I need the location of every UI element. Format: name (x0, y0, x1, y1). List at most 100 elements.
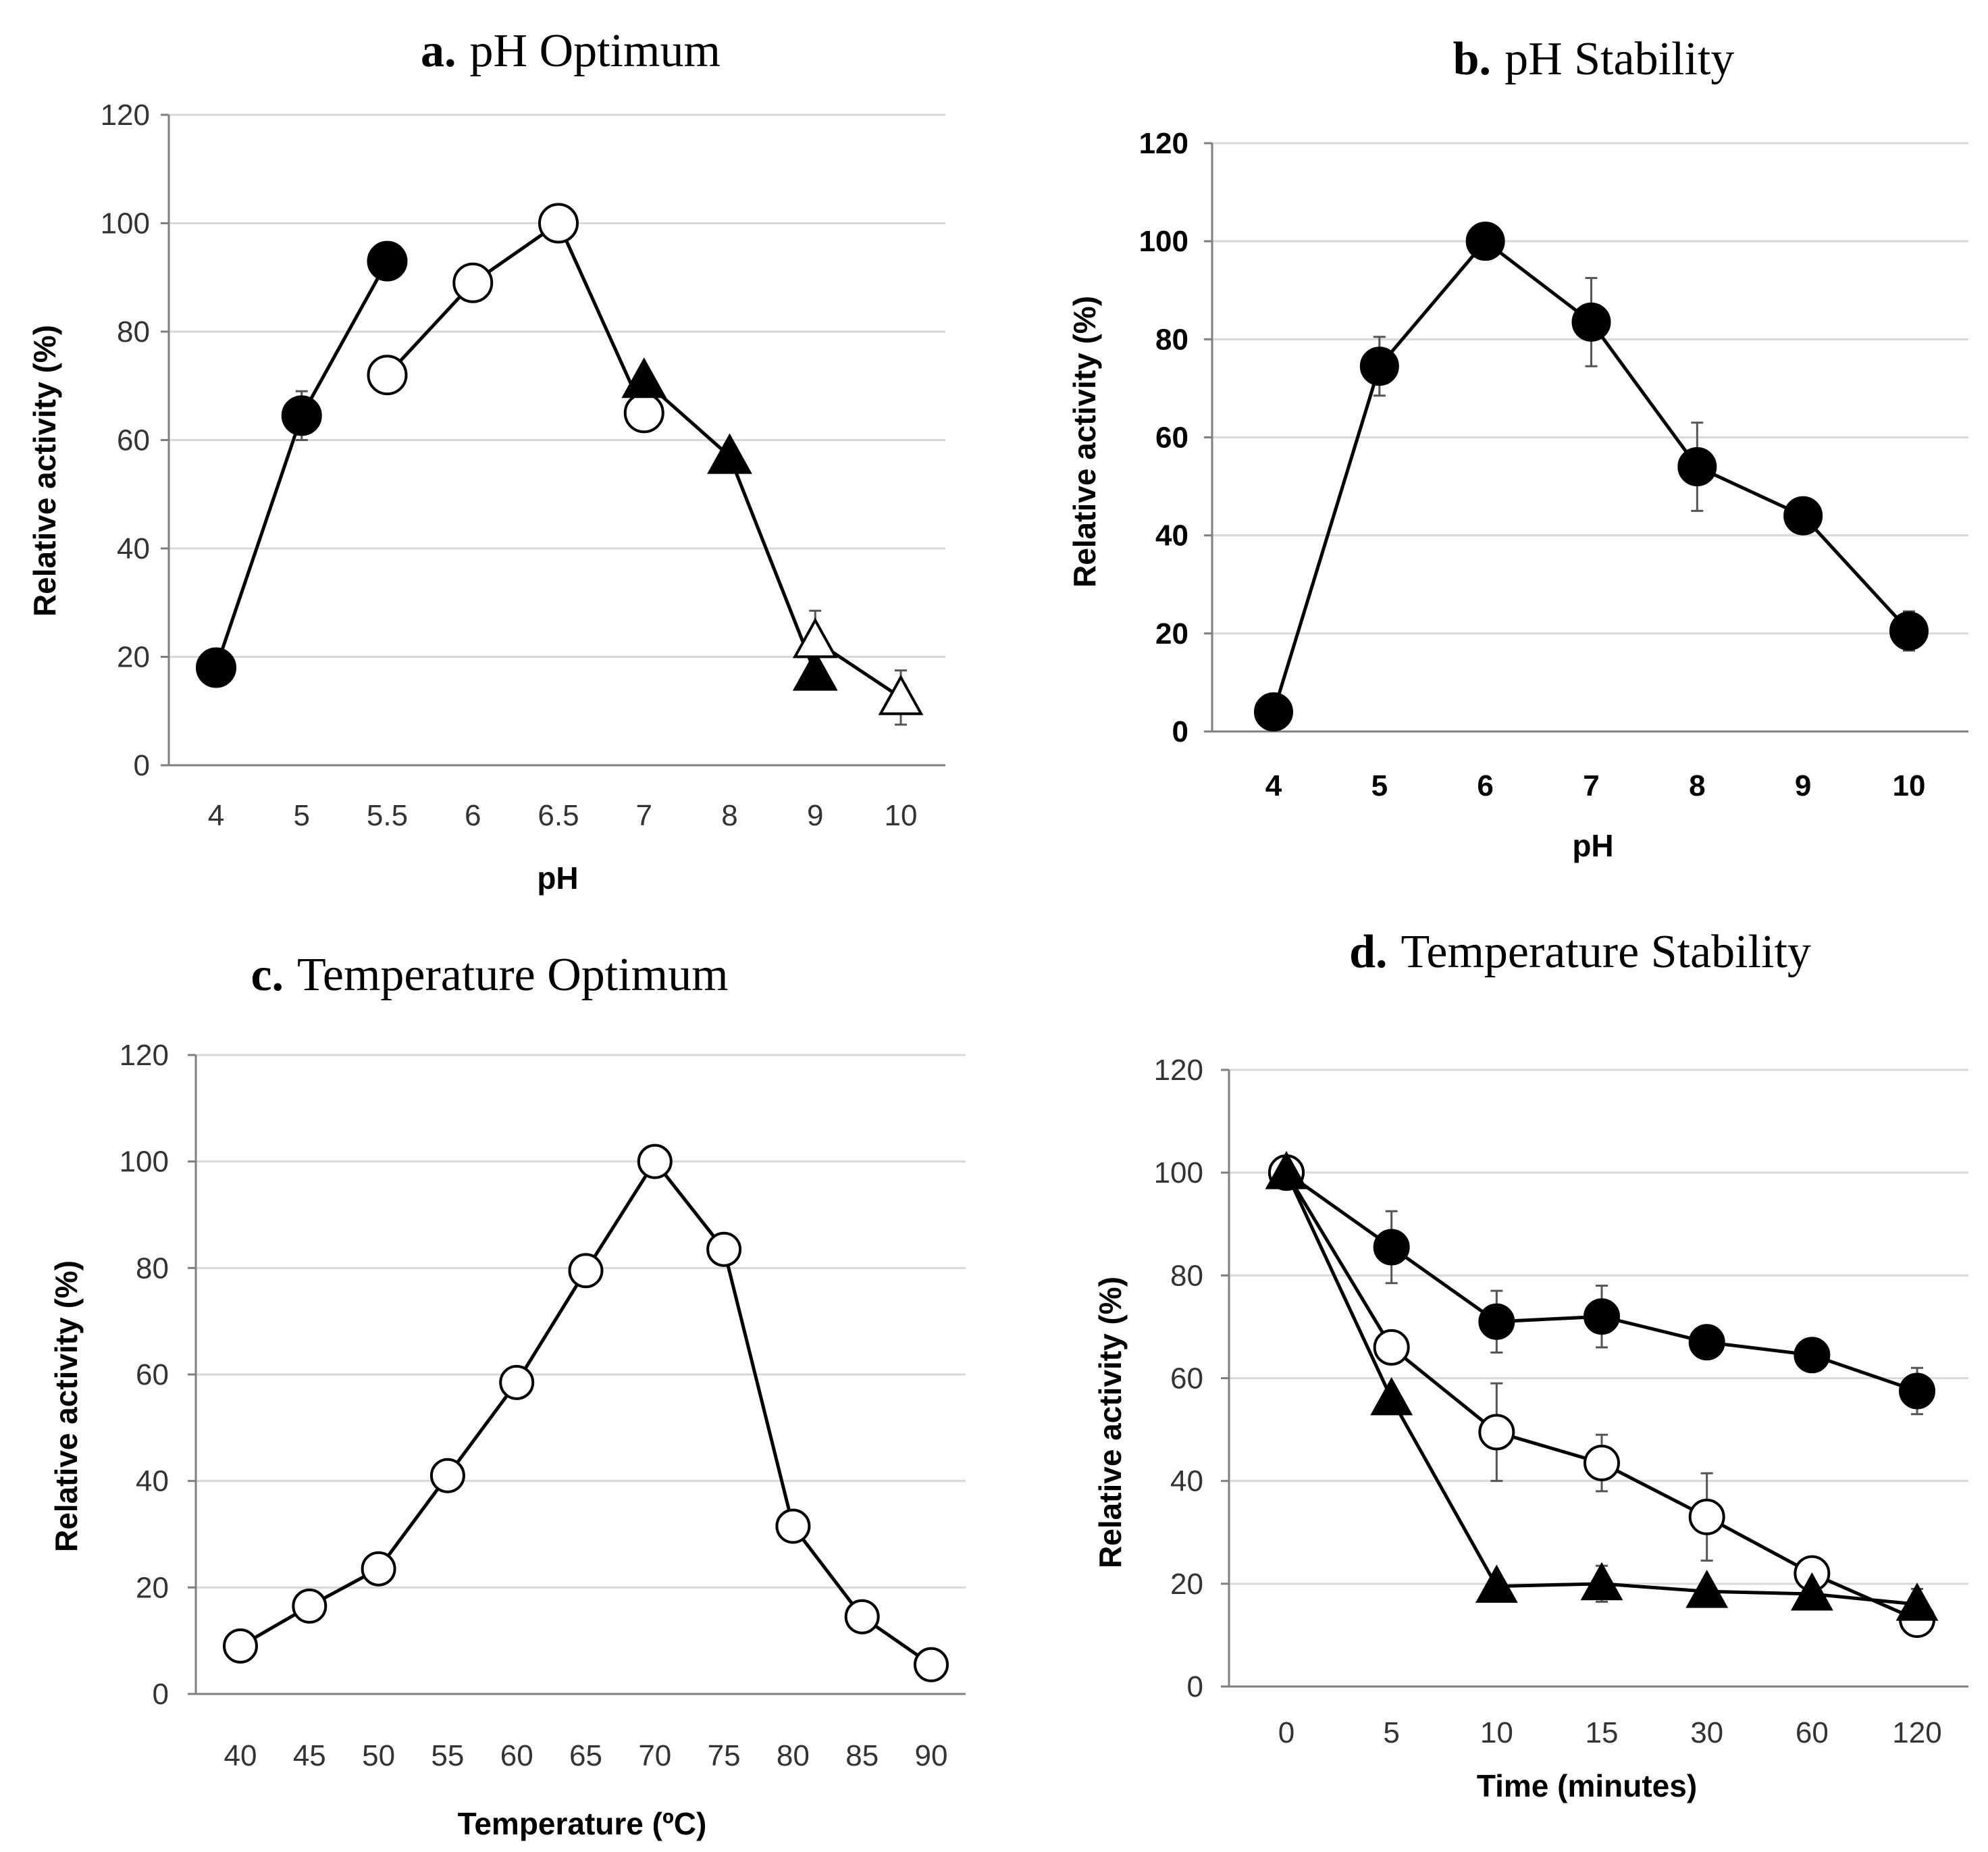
x-tick-label: 7 (1583, 769, 1599, 802)
x-tick-label: 5 (1371, 769, 1388, 802)
data-point-circle (844, 1599, 880, 1635)
x-tick-label: 65 (569, 1739, 602, 1772)
panel-b-ph-stability: b. pH Stability 0 20 40 60 80 100 120 4 5 6 7 8 9 10 p… (1067, 33, 1968, 863)
panel-b-x-axis-label: pH (1572, 828, 1613, 863)
x-tick-label: 9 (807, 799, 823, 832)
x-tick-label: 6 (1477, 769, 1493, 802)
x-tick-label: 6.5 (538, 799, 579, 832)
series-line (239, 1158, 933, 1666)
x-tick-label: 60 (1796, 1716, 1829, 1749)
data-point-circle (1571, 302, 1611, 342)
x-tick-label: 9 (1795, 769, 1811, 802)
x-tick-label: 90 (915, 1739, 948, 1772)
y-tick-label: 60 (117, 424, 150, 457)
y-tick-label: 20 (1170, 1568, 1203, 1601)
x-tick-label: 0 (1278, 1716, 1294, 1749)
panel-d-title: d. Temperature Stability (1349, 926, 1811, 978)
data-point-circle (1465, 222, 1505, 261)
data-point-circle (623, 392, 664, 434)
series-line (643, 379, 817, 674)
y-tick-label: 100 (120, 1146, 169, 1179)
data-point-circle (1478, 1414, 1515, 1451)
panel-a-x-axis-label: pH (537, 860, 578, 896)
y-tick-label: 120 (1139, 127, 1188, 160)
panel-c-temperature-optimum: c. Temperature Optimum 0 20 40 60 80 100 120 40 4… (49, 949, 966, 1841)
data-point-circle (1677, 447, 1717, 487)
data-point-triangle (792, 650, 838, 691)
y-tick-label: 60 (1155, 421, 1188, 455)
data-point-circle (637, 1143, 673, 1179)
data-point-circle (292, 1588, 328, 1624)
x-tick-label: 50 (362, 1739, 395, 1772)
y-tick-label: 0 (134, 749, 150, 782)
data-point-circle (1373, 1329, 1410, 1366)
data-point-triangle (1265, 1151, 1308, 1189)
data-point-circle (568, 1253, 604, 1289)
x-tick-label: 10 (1480, 1716, 1513, 1749)
x-tick-label: 5 (294, 799, 310, 832)
data-point-circle (223, 1628, 258, 1664)
data-point-circle (367, 355, 408, 396)
y-tick-label: 20 (117, 641, 150, 674)
y-tick-label: 20 (1155, 617, 1188, 650)
data-point-circle (452, 262, 494, 303)
y-tick-label: 80 (136, 1252, 169, 1285)
y-tick-label: 40 (1155, 519, 1188, 552)
panel-b-y-axis-label: Relative activity (%) (1067, 296, 1102, 588)
x-tick-label: 45 (293, 1739, 326, 1772)
x-tick-label: 10 (1893, 769, 1926, 802)
y-tick-label: 40 (117, 532, 150, 565)
x-tick-label: 4 (1265, 769, 1282, 802)
data-point-circle (1899, 1372, 1936, 1410)
y-tick-label: 20 (136, 1571, 169, 1604)
data-point-circle (1783, 496, 1823, 536)
data-point-circle (1359, 346, 1399, 386)
x-tick-label: 6 (465, 799, 481, 832)
data-point-triangle (1370, 1377, 1413, 1416)
data-point-circle (281, 395, 322, 436)
data-point-circle (1889, 611, 1929, 651)
data-point-circle (775, 1508, 811, 1544)
data-point-triangle (1790, 1572, 1833, 1611)
panel-c-y-axis-label: Relative activity (%) (49, 1260, 84, 1552)
data-point-triangle (1475, 1564, 1518, 1603)
series-line (214, 260, 389, 669)
x-tick-label: 75 (708, 1739, 741, 1772)
data-point-circle (1254, 692, 1293, 731)
x-tick-label: 60 (500, 1739, 533, 1772)
data-point-triangle (1685, 1570, 1729, 1608)
data-point-triangle (1895, 1583, 1939, 1621)
x-tick-label: 5 (1383, 1716, 1399, 1749)
data-point-circle (499, 1364, 535, 1400)
panel-b-title: b. pH Stability (1453, 33, 1735, 85)
x-tick-label: 70 (638, 1739, 671, 1772)
data-point-triangle (878, 674, 924, 715)
data-point-circle (1688, 1324, 1725, 1361)
y-tick-label: 120 (101, 99, 150, 132)
data-point-triangle (792, 617, 838, 659)
y-tick-label: 0 (1172, 715, 1188, 748)
panel-d-x-axis-label: Time (minutes) (1477, 1768, 1697, 1803)
y-tick-label: 100 (1139, 225, 1188, 258)
x-tick-label: 55 (431, 1739, 464, 1772)
x-tick-label: 8 (1689, 769, 1705, 802)
data-point-circle (367, 240, 408, 282)
panel-c-x-axis-label: Temperature (ºC) (458, 1806, 707, 1841)
x-tick-label: 85 (845, 1739, 879, 1772)
data-point-circle (429, 1458, 465, 1493)
x-tick-label: 30 (1690, 1716, 1723, 1749)
x-tick-label: 5.5 (367, 799, 408, 832)
data-point-circle (1478, 1303, 1515, 1340)
x-tick-label: 120 (1892, 1716, 1941, 1749)
series-line (386, 220, 646, 414)
y-tick-label: 40 (1170, 1465, 1203, 1498)
data-point-triangle (621, 357, 667, 398)
y-tick-label: 120 (1154, 1054, 1203, 1087)
y-tick-label: 80 (1170, 1259, 1203, 1292)
x-tick-label: 80 (777, 1739, 810, 1772)
y-tick-label: 80 (1155, 323, 1188, 356)
panel-a-y-axis-label: Relative activity (%) (27, 325, 62, 617)
y-tick-label: 100 (1154, 1156, 1203, 1189)
y-tick-label: 40 (136, 1465, 169, 1498)
y-tick-label: 120 (120, 1039, 169, 1072)
